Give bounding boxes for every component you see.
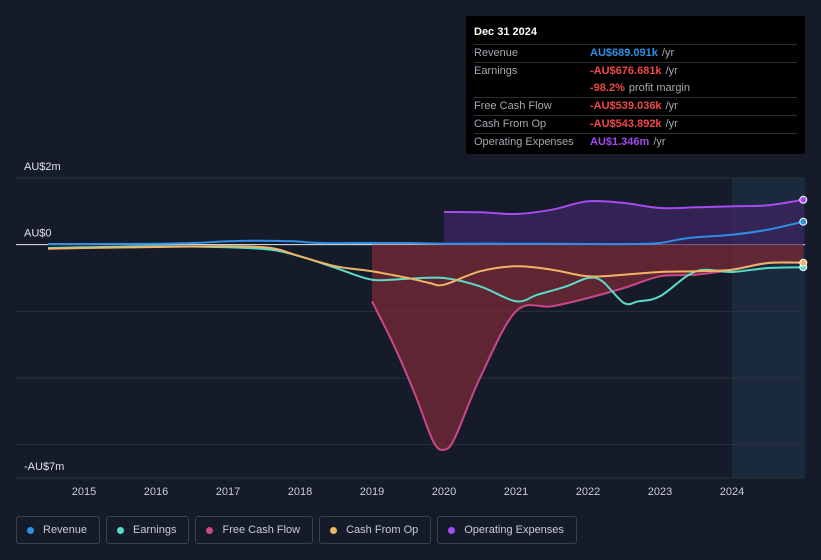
tooltip-row-value: AU$1.346m [590,136,650,148]
legend-dot-icon [117,526,125,534]
tooltip-row-value: -98.2% [590,82,625,94]
legend-item-free-cash-flow[interactable]: Free Cash Flow [195,516,314,544]
legend-dot-icon [448,526,456,534]
tooltip-row: Revenue AU$689.091k/yr [474,44,797,62]
series-line-earnings [47,245,804,306]
tooltip-row: -98.2% profit margin [474,80,797,97]
series-line-revenue [47,220,804,246]
legend-item-cash-from-op[interactable]: Cash From Op [319,516,432,544]
tooltip-row: Cash From Op -AU$543.892k/yr [474,115,797,133]
line-layer [47,198,804,451]
dot-layer [799,195,808,272]
x-tick-label: 2016 [144,486,168,498]
x-tick-label: 2018 [288,486,312,498]
tooltip-row-label: Operating Expenses [474,136,574,148]
x-tick-label: 2020 [432,486,456,498]
series-endpoint-revenue [799,217,808,226]
tooltip-row-unit: /yr [661,47,675,59]
tooltip-row-label: Free Cash Flow [474,100,552,112]
tooltip-row-value: AU$689.091k [590,47,658,59]
legend-item-operating-expenses[interactable]: Operating Expenses [437,516,577,544]
legend-dot-icon [27,526,34,534]
series-endpoint-cash-from-op [799,258,808,267]
series-endpoint-operating-expenses [799,195,808,204]
tooltip-row-value: -AU$676.681k [590,65,662,77]
series-line-free-cash-flow [371,261,804,451]
y-tick-label: AU$0 [24,228,52,240]
y-tick-label: -AU$7m [24,461,64,473]
tooltip-row-value: -AU$543.892k [590,118,662,130]
tooltip-date: Dec 31 2024 [474,26,537,38]
tooltip-row-unit: /yr [665,100,678,112]
x-tick-label: 2022 [576,486,600,498]
operating-expenses-area [444,199,804,245]
tooltip-row-label: Revenue [474,47,519,59]
tooltip-row-label [474,80,590,97]
tooltip-row-unit: /yr [665,118,678,130]
y-tick-label: AU$2m [24,161,61,173]
legend: Revenue Earnings Free Cash Flow Cash From O… [16,516,577,544]
tooltip-row-label: Cash From Op [474,118,547,130]
tooltip-row-unit: /yr [653,136,666,148]
x-tick-label: 2017 [216,486,240,498]
legend-label: Earnings [133,524,177,536]
series-line-operating-expenses [443,198,804,216]
legend-label: Revenue [43,524,88,536]
x-tick-label: 2015 [72,486,96,498]
tooltip-row-unit: profit margin [628,82,690,94]
legend-label: Operating Expenses [464,524,564,536]
legend-item-earnings[interactable]: Earnings [106,516,190,544]
area-layer [372,199,804,450]
tooltip-row-value: -AU$539.036k [590,100,662,112]
tooltip-row-unit: /yr [665,65,678,77]
series-line-cash-from-op [47,245,804,287]
chart-area: AU$2m AU$0 -AU$7m 2015 2016 2017 2018 2019 2020 2… [16,161,808,498]
x-tick-label: 2019 [360,486,384,498]
tooltip-row: Free Cash Flow -AU$539.036k/yr [474,97,797,115]
tooltip-row: Operating Expenses AU$1.346m/yr [474,133,797,151]
x-tick-label: 2024 [720,486,744,498]
legend-label: Free Cash Flow [222,524,301,536]
legend-dot-icon [206,526,214,534]
legend-label: Cash From Op [346,524,419,536]
legend-dot-icon [330,526,338,534]
label-layer: AU$2m AU$0 -AU$7m 2015 2016 2017 2018 2019 2020 2… [24,161,744,498]
tooltip-row: Earnings -AU$676.681k/yr [474,62,797,80]
x-tick-label: 2021 [504,486,528,498]
free-cash-flow-area [372,244,804,450]
legend-item-revenue[interactable]: Revenue [16,516,101,544]
tooltip-panel: Dec 31 2024 Revenue AU$689.091k/yr Earning… [466,16,805,154]
x-tick-label: 2023 [648,486,672,498]
tooltip-row-label: Earnings [474,65,518,77]
